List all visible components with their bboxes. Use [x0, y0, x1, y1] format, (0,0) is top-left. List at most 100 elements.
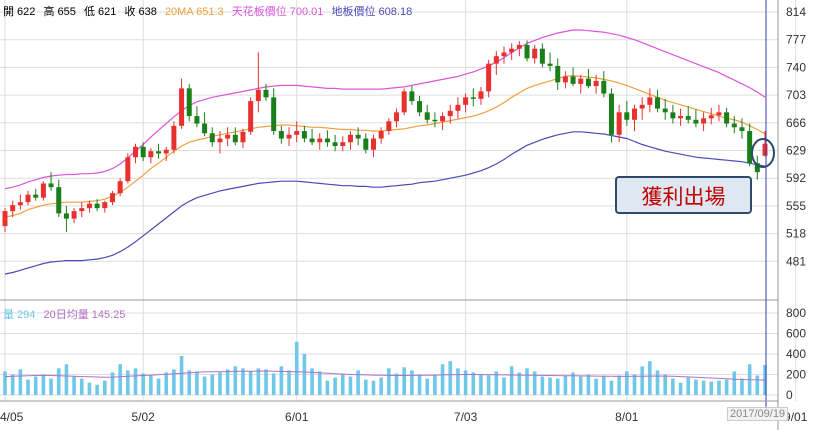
- volume-bar: [563, 375, 568, 395]
- volume-bar: [740, 378, 744, 395]
- price-tick-label: 740: [786, 60, 806, 74]
- candle-body: [347, 134, 353, 143]
- candle-body: [685, 116, 691, 120]
- candle: [340, 136, 346, 152]
- candlesticks: [2, 40, 768, 233]
- volume-bar: [64, 364, 69, 395]
- volume-bar: [195, 371, 199, 395]
- volume-bar: [287, 370, 291, 395]
- candle-body: [179, 88, 185, 126]
- candle: [370, 134, 376, 158]
- volume-bar: [410, 370, 414, 395]
- candle-body: [370, 138, 376, 150]
- candle-body: [547, 63, 553, 66]
- candle-body: [731, 123, 737, 128]
- candle-body: [171, 125, 177, 150]
- volume-bar: [79, 378, 84, 395]
- price-tick-label: 703: [786, 88, 806, 102]
- volume-tick-label: 800: [786, 306, 806, 320]
- volume-bar: [95, 384, 99, 395]
- candle-body: [708, 115, 714, 119]
- volume-bar: [517, 372, 522, 395]
- candle: [501, 46, 507, 64]
- volume-bar: [471, 372, 476, 395]
- candle: [56, 179, 62, 218]
- candle-body: [747, 131, 753, 164]
- volume-bar: [340, 373, 345, 395]
- candle: [156, 143, 162, 159]
- volume-bar: [502, 377, 506, 395]
- volume-bar: [371, 380, 376, 395]
- candle-body: [724, 112, 730, 124]
- candle: [639, 97, 645, 120]
- candle-body: [662, 108, 668, 113]
- volume-bar: [310, 368, 314, 395]
- profit-exit-annotation: 獲利出場: [615, 176, 752, 214]
- candle-body: [317, 138, 323, 143]
- volume-bar: [356, 370, 360, 395]
- candle-body: [624, 112, 630, 120]
- volume-bar: [694, 379, 698, 395]
- candle-body: [585, 78, 591, 87]
- volume-bar: [686, 377, 691, 395]
- date-tick-labels: 4/05 5/02 6/01 7/03 8/01 9/01: [0, 410, 808, 424]
- volume-avg-legend: 20日均量 145.25: [43, 309, 126, 321]
- volume-bar: [578, 376, 583, 395]
- candle-body: [94, 203, 100, 209]
- volume-tick-label: 0: [786, 388, 793, 402]
- candle: [278, 125, 284, 144]
- price-tick-label: 518: [786, 227, 806, 241]
- candle: [286, 127, 292, 147]
- candle-body: [639, 104, 645, 109]
- candle-body: [332, 142, 338, 147]
- candle-body: [578, 78, 584, 84]
- date-tick-label: 7/03: [454, 410, 478, 424]
- candle: [125, 153, 131, 184]
- candle-body: [363, 138, 369, 150]
- volume-bar: [425, 378, 430, 395]
- candle: [48, 172, 54, 191]
- volume-tick-label: 600: [786, 327, 806, 341]
- candle: [424, 104, 430, 124]
- candle-body: [470, 97, 476, 99]
- volume-bar: [663, 374, 668, 395]
- volume-bar: [141, 373, 145, 395]
- candle: [478, 86, 484, 105]
- candle-body: [255, 89, 261, 102]
- candle: [685, 106, 691, 124]
- candle: [140, 142, 146, 161]
- candle-body: [86, 203, 92, 209]
- candle-body: [63, 213, 69, 219]
- volume-bar: [294, 341, 299, 395]
- date-tick-label: 9/01: [784, 410, 808, 424]
- candle-body: [739, 127, 745, 132]
- candle: [708, 107, 714, 125]
- candle: [17, 194, 23, 210]
- candle-body: [570, 76, 576, 84]
- candle: [585, 68, 591, 89]
- volume-bar: [133, 368, 138, 395]
- volume-bar: [248, 371, 253, 395]
- volume-bar: [126, 370, 130, 395]
- candle: [539, 43, 545, 68]
- price-tick-label: 629: [786, 144, 806, 158]
- volume-bar: [18, 369, 23, 395]
- volume-bar: [233, 366, 238, 395]
- volume-bar: [387, 368, 391, 395]
- candle: [470, 88, 476, 107]
- candle-body: [532, 48, 538, 59]
- candle: [148, 148, 154, 164]
- candle: [724, 107, 730, 128]
- volume-bar: [709, 381, 714, 395]
- candle-body: [117, 181, 123, 194]
- volume-bars: [3, 341, 767, 395]
- candle: [509, 43, 515, 60]
- candle: [317, 133, 323, 150]
- volume-bar: [49, 378, 53, 395]
- ohlc-info-bar: 開 622 高 655 低 621 收 638 20MA 651.3 天花板價位…: [3, 3, 417, 19]
- volume-tick-label: 200: [786, 368, 806, 382]
- candle-body: [647, 97, 653, 105]
- volume-bar: [379, 377, 383, 395]
- candle: [94, 199, 100, 212]
- candle: [255, 52, 261, 113]
